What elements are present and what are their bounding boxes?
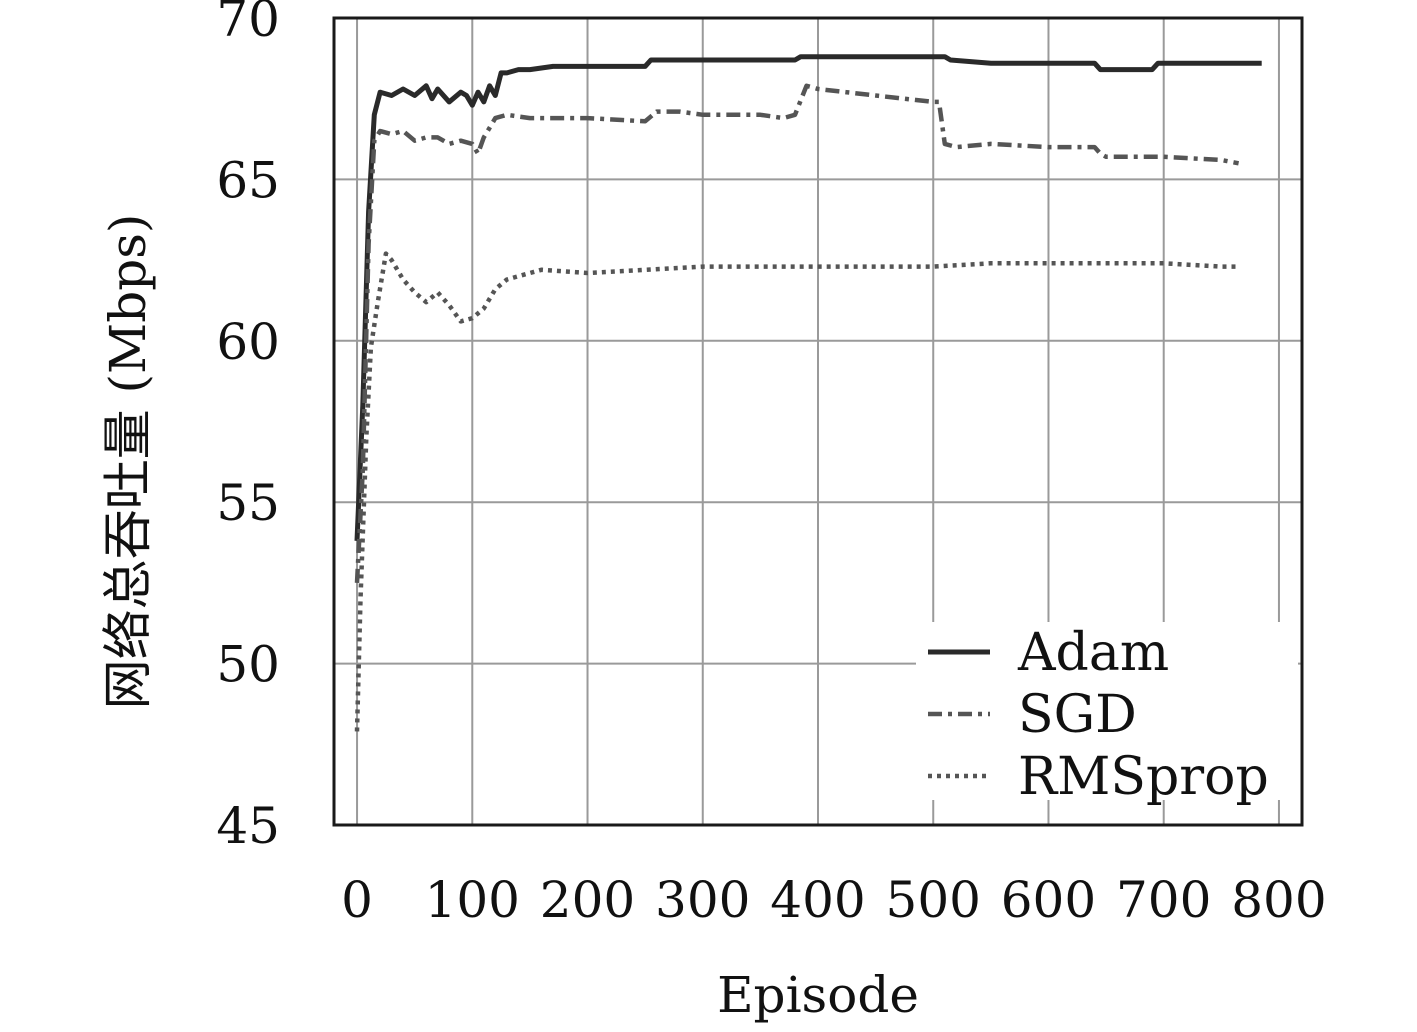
y-axis-title: 网络总吞吐量 (Mbps) (99, 214, 157, 710)
x-tick-label: 800 (1231, 871, 1326, 929)
y-tick-label: 45 (216, 797, 280, 855)
x-tick-label: 400 (770, 871, 865, 929)
series-line-adam (354, 54, 1262, 542)
y-tick-label: 65 (216, 151, 280, 209)
x-tick-label: 100 (425, 871, 520, 929)
legend-label-sgd: SGD (1018, 685, 1137, 745)
x-tick-label: 200 (540, 871, 635, 929)
gridlines (334, 17, 1302, 826)
plot-frame (332, 16, 1304, 827)
y-tick-label: 70 (216, 0, 280, 48)
legend-label-adam: Adam (1017, 623, 1169, 683)
x-tick-label: 600 (1001, 871, 1096, 929)
y-tick-label: 55 (216, 474, 280, 532)
legend-label-rmsprop: RMSprop (1018, 747, 1269, 807)
series-line-rmsprop (354, 251, 1239, 732)
x-tick-label: 0 (341, 871, 373, 929)
y-tick-label: 60 (216, 313, 280, 371)
x-tick-label: 700 (1116, 871, 1211, 929)
x-tick-label: 300 (655, 871, 750, 929)
x-axis-title: Episode (717, 966, 919, 1024)
x-tick-label: 500 (886, 871, 981, 929)
tick-labels: 0 100 200 300 400 500 600 700 800 45 50 55 60 65 70 (216, 0, 1326, 929)
series-lines (354, 54, 1262, 732)
y-tick-label: 50 (216, 636, 280, 694)
series-line-sgd (354, 83, 1240, 584)
